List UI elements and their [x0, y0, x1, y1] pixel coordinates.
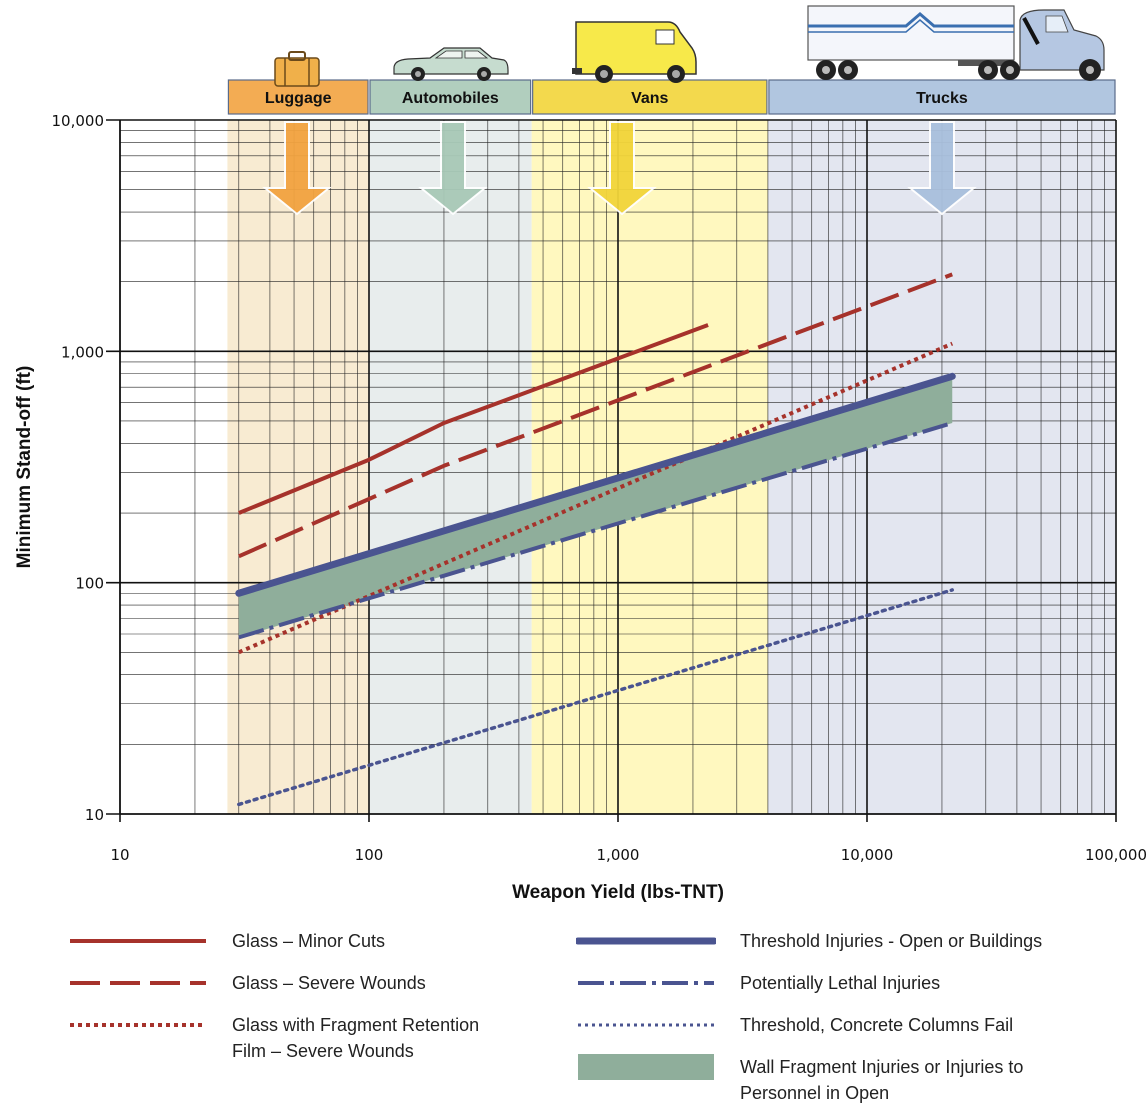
- y-tick-label: 10,000: [52, 112, 105, 130]
- x-tick-label: 1,000: [597, 846, 640, 864]
- legend-swatch-band: [578, 1054, 714, 1080]
- legend: Glass – Minor Cuts Glass – Severe Wounds…: [0, 920, 1147, 1107]
- legend-item-severe-wounds: Glass – Severe Wounds: [68, 970, 426, 996]
- legend-label: Potentially Lethal Injuries: [740, 973, 941, 993]
- category-arrows: [262, 121, 977, 216]
- series-line-glass-severe-wounds: [237, 272, 953, 559]
- axes: [119, 120, 1116, 815]
- series-line-potentially-lethal-injuries: [238, 421, 953, 640]
- y-tick-label: 100: [75, 575, 104, 593]
- category-header: Luggage Automobiles Vans Trucks: [227, 79, 1116, 115]
- y-axis-title: Minimum Stand-off (ft): [14, 366, 35, 569]
- legend-label: Glass – Severe Wounds: [232, 973, 426, 993]
- legend-swatch-dashed: [70, 981, 206, 985]
- x-tick-label: 10,000: [841, 846, 894, 864]
- arrow-trucks: [907, 121, 977, 216]
- blast-standoff-chart: Luggage Automobiles Vans Trucks: [14, 5, 1147, 903]
- legend-swatch-dotted: [70, 1023, 206, 1027]
- legend-item-lethal: Potentially Lethal Injuries: [576, 970, 940, 996]
- category-box-trucks: [768, 79, 1116, 115]
- arrow-vans: [587, 121, 657, 216]
- vehicle-icons: [274, 5, 1105, 87]
- x-tick-label: 10: [110, 846, 129, 864]
- legend-item-columns: Threshold, Concrete Columns Fail: [576, 1012, 1013, 1038]
- category-label-trucks: Trucks: [916, 90, 968, 107]
- category-label-automobiles: Automobiles: [402, 90, 499, 107]
- truck-icon: [807, 5, 1105, 81]
- van-icon: [572, 21, 697, 83]
- x-axis-title: Weapon Yield (lbs-TNT): [512, 882, 724, 903]
- legend-swatch-thick: [576, 937, 716, 945]
- series-line-glass-with-fragment-retention-film-severe-wounds: [238, 341, 954, 655]
- category-label-vans: Vans: [631, 90, 668, 107]
- legend-label: Threshold Injuries - Open or Buildings: [740, 931, 1043, 951]
- category-label-luggage: Luggage: [265, 90, 332, 107]
- y-tick-label: 1,000: [61, 343, 104, 361]
- legend-label: Threshold, Concrete Columns Fail: [740, 1015, 1014, 1035]
- category-box-automobiles: [369, 79, 532, 115]
- tick-labels: 10 100 1,000 10,000 100,000 10 100 1,000 10,000: [52, 112, 1147, 864]
- car-icon: [393, 47, 509, 81]
- legend-label: Wall Fragment Injuries or Injuries to Pe…: [740, 1057, 1024, 1103]
- legend-item-threshold: Threshold Injuries - Open or Buildings: [576, 928, 1042, 954]
- suitcase-icon: [274, 51, 320, 87]
- legend-swatch-fine-dotted: [578, 1023, 714, 1027]
- x-tick-label: 100,000: [1085, 846, 1147, 864]
- legend-item-wall: Wall Fragment Injuries or Injuries to Pe…: [576, 1054, 1023, 1106]
- arrow-luggage: [262, 121, 332, 216]
- band-luggage: [227, 120, 369, 814]
- series-line-threshold-concrete-columns-fail: [237, 588, 955, 807]
- category-box-vans: [532, 79, 768, 115]
- arrow-automobiles: [418, 121, 488, 216]
- legend-item-film: Glass with Fragment Retention Film – Sev…: [68, 1012, 479, 1064]
- legend-label: Glass – Minor Cuts: [232, 931, 386, 951]
- series-line-glass-minor-cuts: [238, 323, 709, 515]
- wall-fragment-band: [238, 376, 953, 638]
- x-tick-label: 100: [355, 846, 384, 864]
- legend-swatch-dashdot: [578, 981, 714, 985]
- legend-swatch-solid: [70, 939, 206, 943]
- y-tick-label: 10: [85, 806, 104, 824]
- series-layer: [235, 272, 956, 807]
- legend-item-minor-cuts: Glass – Minor Cuts: [68, 928, 385, 954]
- legend-label: Glass with Fragment Retention Film – Sev…: [232, 1015, 480, 1061]
- series-line-threshold-injuries-open-or-buildings: [235, 372, 956, 597]
- band-automobiles: [369, 120, 532, 814]
- grid-lines: [106, 119, 1117, 822]
